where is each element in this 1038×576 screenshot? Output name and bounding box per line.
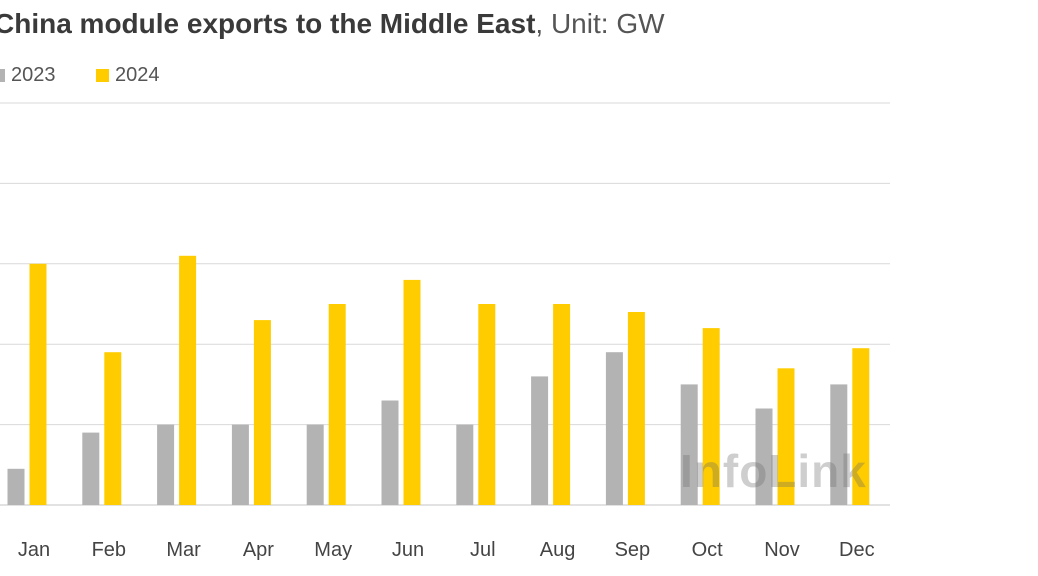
- chart-title-unit: , Unit: GW: [535, 8, 665, 39]
- bar-2024-aug: [553, 304, 571, 505]
- bar-2023-jun: [381, 400, 399, 505]
- bar-2023-apr: [231, 424, 249, 505]
- bar-2024-oct: [702, 328, 720, 505]
- x-tick-label-mar: Mar: [166, 539, 201, 561]
- x-tick-label-sep: Sep: [615, 539, 651, 561]
- bar-2024-jun: [403, 279, 421, 505]
- bar-2023-jul: [456, 424, 474, 505]
- bar-2023-dec: [830, 384, 848, 505]
- bar-2023-feb: [82, 432, 100, 505]
- bar-2023-may: [306, 424, 324, 505]
- bar-2024-sep: [627, 312, 645, 505]
- bar-2023-jan: [7, 468, 25, 505]
- legend-label-2023: 2023: [11, 64, 56, 86]
- x-tick-label-oct: Oct: [692, 539, 724, 561]
- chart-title-main: China module exports to the Middle East: [0, 8, 536, 39]
- legend-item-2023: 2023: [0, 64, 56, 87]
- bar-2024-jan: [29, 263, 47, 505]
- bar-2024-feb: [104, 352, 122, 505]
- watermark-logo: InfoLink: [680, 445, 867, 497]
- legend-swatch-2023: [0, 69, 5, 82]
- bar-2023-oct: [680, 384, 698, 505]
- bar-2023-mar: [157, 424, 175, 505]
- x-tick-label-may: May: [314, 539, 352, 561]
- legend-label-2024: 2024: [115, 64, 160, 86]
- x-tick-label-dec: Dec: [839, 539, 875, 561]
- x-tick-label-aug: Aug: [540, 539, 576, 561]
- x-tick-label-feb: Feb: [92, 539, 126, 561]
- bar-2024-nov: [777, 368, 795, 505]
- bar-2024-may: [328, 304, 346, 505]
- bar-2023-nov: [755, 408, 773, 505]
- bar-2023-sep: [605, 352, 623, 505]
- bar-2024-dec: [852, 348, 870, 505]
- x-tick-label-jun: Jun: [392, 539, 424, 561]
- x-tick-label-apr: Apr: [243, 539, 274, 561]
- chart-title: China module exports to the Middle East,…: [0, 8, 665, 40]
- bar-2024-mar: [179, 255, 197, 505]
- bar-2024-apr: [253, 320, 271, 505]
- x-tick-label-nov: Nov: [764, 539, 800, 561]
- bar-2023-aug: [531, 376, 549, 505]
- x-tick-label-jul: Jul: [470, 539, 496, 561]
- legend-swatch-2024: [96, 69, 109, 82]
- legend-item-2024: 2024: [96, 64, 160, 87]
- bar-2024-jul: [478, 304, 496, 505]
- x-tick-label-jan: Jan: [18, 539, 50, 561]
